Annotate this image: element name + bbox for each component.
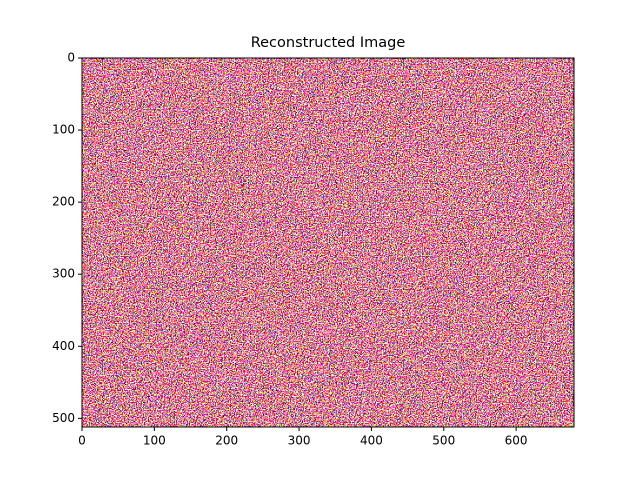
x-tick-label: 300 [288,434,311,448]
y-tick-label: 200 [52,195,75,209]
y-tick-label: 500 [52,411,75,425]
axes-frame [81,57,575,428]
y-tick-label: 300 [52,267,75,281]
y-tick-label: 0 [67,51,75,65]
x-tick-label: 0 [78,434,86,448]
x-tick-label: 500 [432,434,455,448]
image [82,58,574,427]
y-tick-label: 400 [52,339,75,353]
y-tick-label: 100 [52,123,75,137]
chart-title: Reconstructed Image [251,35,406,51]
x-tick-label: 100 [143,434,166,448]
x-tick-label: 400 [360,434,383,448]
x-tick-label: 600 [505,434,528,448]
x-tick-label: 200 [215,434,238,448]
